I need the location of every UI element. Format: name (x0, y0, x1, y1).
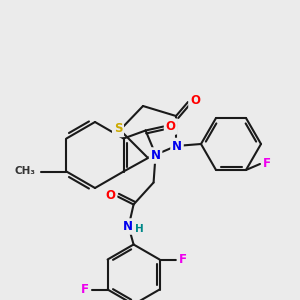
Text: S: S (114, 122, 122, 136)
Text: CH₃: CH₃ (14, 167, 35, 176)
Text: F: F (263, 158, 271, 170)
Text: O: O (166, 120, 176, 133)
Text: H: H (135, 224, 144, 233)
Text: N: N (151, 149, 160, 162)
Text: N: N (123, 220, 133, 233)
Text: F: F (178, 253, 187, 266)
Text: O: O (106, 189, 116, 202)
Text: F: F (81, 283, 88, 296)
Text: O: O (190, 94, 200, 107)
Text: N: N (172, 140, 182, 152)
